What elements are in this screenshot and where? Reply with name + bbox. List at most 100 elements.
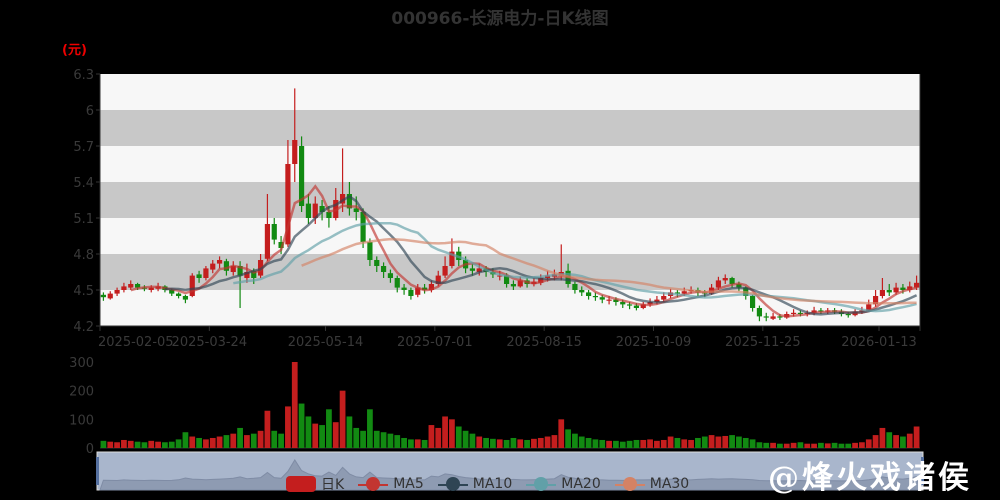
candle-body [203, 268, 209, 278]
volume-bar [462, 430, 469, 448]
candle-body [292, 140, 298, 164]
candle-body [189, 275, 195, 296]
candle [408, 287, 414, 300]
x-tick-label: 2026-01-13 [841, 335, 917, 350]
candle-body [749, 296, 756, 308]
volume-bar [544, 436, 551, 448]
volume-bar [913, 426, 920, 448]
volume-bar [469, 433, 476, 448]
legend-item-ma5[interactable]: MA5 [358, 476, 424, 492]
volume-bar [182, 432, 189, 448]
candle-body [210, 263, 216, 270]
grid-band [100, 254, 920, 290]
volume-bar [380, 432, 387, 448]
candle-body [606, 299, 612, 301]
y-tick-label: 6 [86, 104, 94, 119]
volume-bar [619, 441, 626, 448]
volume-bar [353, 427, 360, 448]
volume-bar [421, 439, 428, 448]
volume-bar [660, 439, 667, 448]
volume-bar [756, 442, 763, 448]
volume-bar [237, 427, 243, 448]
y-tick-label: 5.4 [73, 176, 94, 191]
volume-bar [879, 427, 886, 448]
y-tick-label: 4.8 [73, 248, 94, 263]
volume-bar [886, 432, 893, 448]
candle-body [319, 206, 325, 212]
volume-bar [394, 435, 401, 448]
volume-bar [558, 419, 565, 448]
candle-body [175, 293, 182, 296]
volume-bar [749, 439, 756, 448]
candle-body [790, 312, 797, 314]
volume-bar [148, 440, 155, 448]
volume-bar [578, 436, 585, 448]
candle-body [305, 203, 312, 218]
legend-item-kline[interactable]: 日K [286, 474, 344, 494]
volume-bar [715, 436, 722, 448]
volume-bar [736, 436, 742, 448]
candle [230, 261, 236, 276]
volume-bar [141, 442, 148, 448]
volume-bar [414, 439, 421, 448]
volume-bar [387, 433, 394, 448]
volume-bar [797, 442, 804, 448]
candle-body [476, 268, 482, 272]
volume-bar [367, 409, 373, 448]
volume-bar [811, 443, 817, 448]
candle [579, 286, 585, 296]
candle-body [128, 284, 134, 288]
legend-item-ma20[interactable]: MA20 [526, 476, 601, 492]
candle [305, 194, 312, 224]
candle-body [278, 242, 284, 248]
volume-bar [674, 437, 681, 448]
candle-body [216, 260, 223, 264]
volume-bar [189, 436, 196, 448]
candle-body [599, 297, 605, 300]
volume-bar [291, 362, 298, 448]
volume-bar [708, 435, 715, 448]
volume-bar [503, 439, 510, 448]
volume-bar [551, 435, 558, 448]
volume-bar [175, 439, 182, 448]
legend-item-ma10[interactable]: MA10 [437, 476, 512, 492]
grid-band [100, 182, 920, 218]
y-tick-label: 6.3 [73, 68, 94, 83]
candle [763, 312, 769, 322]
candle-body [169, 290, 175, 294]
volume-bar [168, 441, 175, 448]
candle [387, 269, 394, 283]
volume-bar [223, 435, 230, 448]
candle-body [271, 224, 277, 240]
ma20-swatch-icon [526, 477, 557, 491]
candle-body [428, 284, 435, 290]
candle [128, 280, 134, 290]
x-tick-label: 2025-05-14 [288, 335, 364, 350]
candle-body [674, 292, 681, 294]
volume-bar [517, 439, 524, 448]
zoom-handle-left[interactable] [96, 457, 99, 485]
grid-band [100, 110, 920, 146]
legend-item-ma30[interactable]: MA30 [614, 476, 690, 492]
volume-bar [476, 436, 483, 448]
volume-bar [305, 416, 312, 448]
chart-title: 000966-长源电力-日K线图 [391, 9, 609, 29]
volume-bar [107, 441, 114, 448]
candle-body [585, 292, 592, 296]
candle-body [380, 266, 387, 272]
x-tick-label: 2025-02-05 [98, 335, 174, 350]
candle-body [592, 296, 599, 298]
zoom-handle-right[interactable] [921, 457, 924, 485]
volume-tick-label: 300 [69, 356, 94, 371]
candle [182, 294, 189, 304]
candle-body [729, 278, 735, 284]
candle-body [107, 293, 113, 299]
ma10-swatch-icon [437, 477, 468, 491]
candle-body [517, 280, 523, 287]
volume-bar [688, 439, 694, 448]
volume-bar [360, 430, 366, 448]
candle [374, 256, 380, 272]
y-tick-label: 4.2 [73, 320, 94, 335]
volume-bar [722, 435, 729, 448]
legend-label: MA30 [649, 476, 690, 492]
